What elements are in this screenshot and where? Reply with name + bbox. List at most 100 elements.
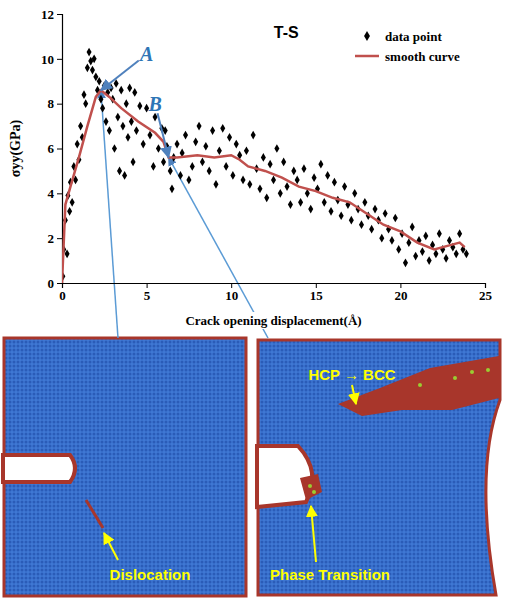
data-point — [156, 144, 161, 153]
data-point — [75, 140, 80, 149]
leader-line — [101, 90, 118, 338]
data-point — [103, 117, 108, 126]
snapshot-label: Dislocation — [110, 566, 191, 583]
tick: 0 — [59, 283, 66, 303]
tick-label: 8 — [48, 96, 55, 111]
tick: 15 — [310, 283, 324, 303]
data-point — [420, 247, 425, 256]
data-point — [175, 140, 180, 149]
data-point — [413, 252, 418, 261]
data-point — [207, 167, 212, 176]
x-axis-title-group: Crack opening displacement(Å) — [182, 312, 364, 329]
legend: data pointsmooth curve — [355, 29, 460, 64]
data-point — [70, 198, 75, 207]
tick-label: 25 — [479, 288, 493, 303]
crack — [257, 446, 312, 507]
transformed-region — [338, 356, 499, 416]
tick-label: 0 — [48, 276, 55, 291]
data-point — [200, 158, 205, 167]
tick-label: 15 — [310, 288, 324, 303]
tick: 4 — [48, 186, 63, 201]
transformed-region — [300, 474, 322, 500]
data-point — [318, 160, 323, 169]
data-point — [444, 254, 449, 263]
tick: 8 — [48, 96, 63, 111]
data-point — [203, 142, 208, 151]
data-point — [124, 99, 129, 108]
data-point — [359, 220, 364, 229]
data-point — [234, 140, 239, 149]
tick-mark — [57, 238, 62, 239]
bcc-atom — [308, 484, 312, 488]
leader-lines — [101, 90, 268, 338]
data-point — [288, 200, 293, 209]
snapshot-labels: DislocationHCP → BCCPhase Transition — [104, 366, 396, 583]
data-point — [112, 144, 117, 153]
data-point — [224, 162, 229, 171]
data-point — [403, 258, 408, 267]
data-point — [393, 214, 398, 223]
tick-label: 2 — [48, 231, 55, 246]
axis-line — [57, 15, 63, 284]
data-point — [312, 173, 317, 182]
snapshot-panel — [3, 338, 246, 596]
data-point — [183, 131, 188, 140]
snapshot-label: HCP → BCC — [308, 366, 395, 383]
data-point — [117, 167, 122, 176]
tick-mark — [57, 193, 62, 194]
data-point — [92, 54, 97, 63]
tick-label: 6 — [48, 141, 55, 156]
x-axis-title: Crack opening displacement(Å) — [185, 313, 361, 328]
data-point — [83, 99, 88, 108]
y-axis: 0 2 4 6 8 10 12 — [41, 7, 63, 291]
annotation-label: B — [147, 93, 161, 115]
chart-title: T-S — [274, 24, 299, 41]
data-point — [396, 245, 401, 254]
data-point — [332, 178, 337, 187]
data-point — [427, 256, 432, 265]
data-point — [220, 124, 225, 133]
tick: 12 — [41, 7, 62, 22]
tick-mark — [57, 104, 62, 105]
data-point — [464, 249, 469, 258]
data-point — [339, 211, 344, 220]
data-point — [271, 176, 276, 185]
data-point — [190, 162, 195, 171]
data-point — [383, 209, 388, 218]
data-point — [301, 164, 306, 173]
data-point — [107, 126, 112, 135]
data-point — [169, 184, 174, 193]
data-point — [131, 158, 136, 167]
data-point — [151, 162, 156, 171]
x-axis: 0510152025 — [59, 283, 492, 303]
data-point — [325, 171, 330, 180]
data-point — [97, 77, 102, 86]
data-point — [227, 133, 232, 142]
data-point — [210, 126, 215, 135]
data-point — [90, 66, 95, 75]
data-point — [322, 198, 327, 207]
legend-marker — [355, 55, 379, 58]
dislocation-line — [86, 500, 103, 528]
data-point — [298, 198, 303, 207]
data-point — [217, 146, 222, 155]
bcc-atom — [418, 383, 422, 387]
tick-mark — [57, 149, 62, 150]
annotation-arrow — [101, 61, 139, 91]
data-point — [193, 137, 198, 146]
data-point — [268, 160, 273, 169]
data-point — [274, 144, 279, 153]
data-point — [278, 189, 283, 198]
data-point — [308, 205, 313, 214]
tick-label: 5 — [144, 288, 151, 303]
annotations: AB — [101, 43, 169, 157]
data-point — [291, 167, 296, 176]
tick: 10 — [41, 51, 62, 66]
data-point — [109, 84, 114, 93]
data-point — [247, 180, 252, 189]
bcc-atom — [453, 376, 457, 380]
label-arrow — [311, 506, 316, 562]
data-point — [241, 176, 246, 185]
data-point — [78, 122, 83, 131]
label-background — [182, 312, 364, 329]
